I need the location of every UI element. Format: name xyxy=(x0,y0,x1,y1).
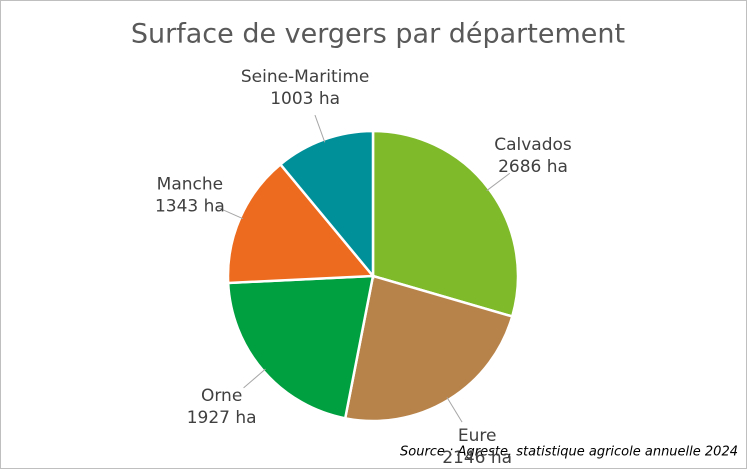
source-note: Source : Agreste, statistique agricole a… xyxy=(400,445,738,460)
leader-line xyxy=(243,368,266,389)
slice-label: Seine-Maritime xyxy=(241,67,370,87)
slice-label: Calvados xyxy=(494,135,572,155)
leader-line xyxy=(446,397,463,423)
slice-label: Orne xyxy=(201,386,242,406)
value-label: 1927 ha xyxy=(187,408,257,428)
value-label: 1003 ha xyxy=(270,89,340,109)
value-label: 2146 ha xyxy=(442,448,512,468)
leader-line xyxy=(314,114,326,143)
value-label: 2686 ha xyxy=(498,157,568,177)
leader-line xyxy=(486,172,511,192)
slice-label: Eure xyxy=(458,426,497,446)
slice-label: Manche xyxy=(157,174,223,194)
value-label: 1343 ha xyxy=(155,196,225,216)
chart-title: Surface de vergers par département xyxy=(131,19,625,50)
leader-line xyxy=(216,206,244,220)
